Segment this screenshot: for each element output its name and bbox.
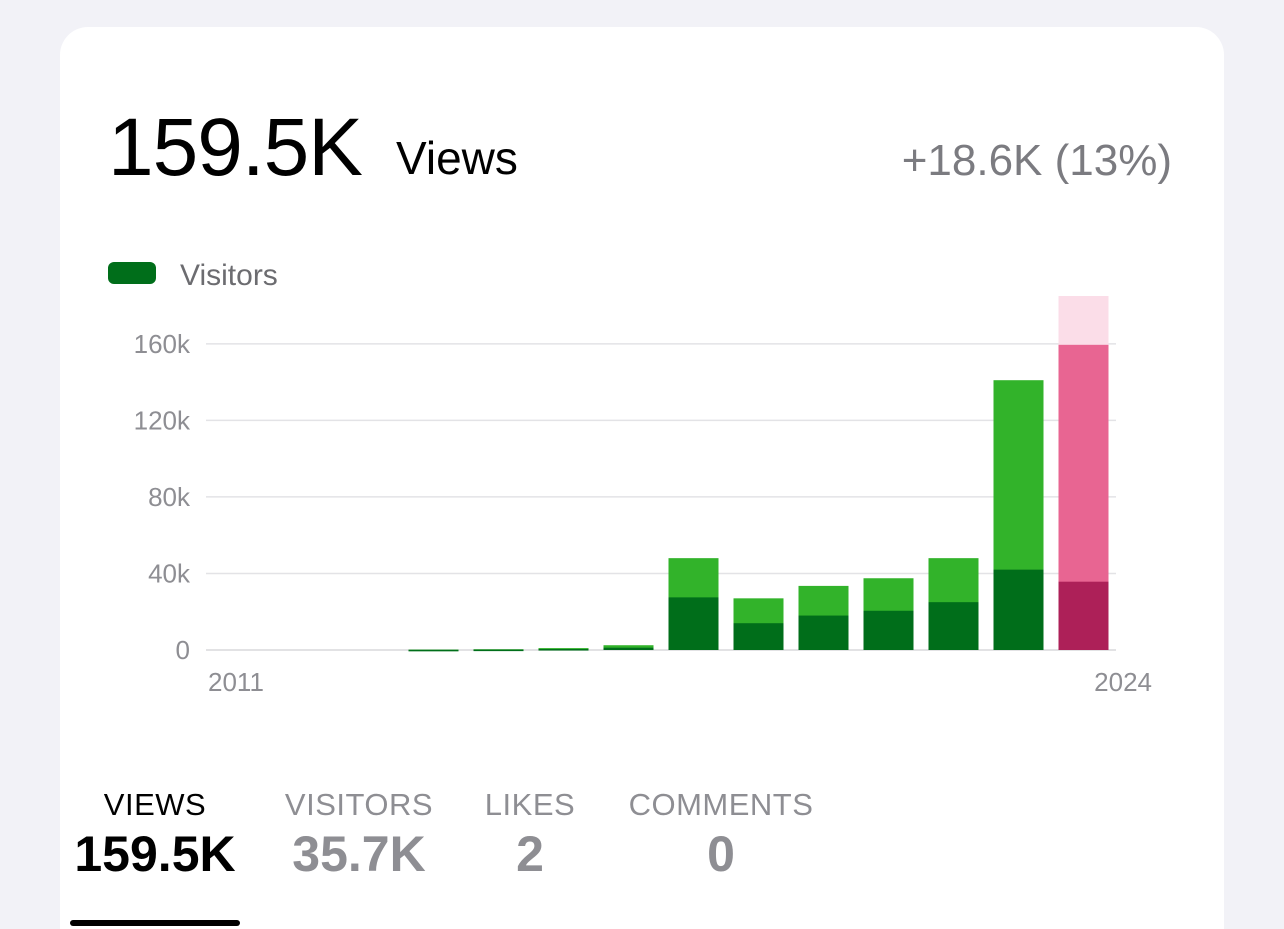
y-tick-label: 40k xyxy=(148,558,191,588)
bar-visitors xyxy=(733,623,784,650)
tab-views[interactable]: VIEWS 159.5K xyxy=(60,787,250,883)
stats-card: 159.5K Views +18.6K (13%) Visitors 0 40k 8… xyxy=(60,27,1224,929)
y-tick-label: 120k xyxy=(134,405,191,435)
x-tick-label: 2011 xyxy=(208,667,264,697)
bar-visitors xyxy=(603,647,654,650)
total-views-unit: Views xyxy=(396,132,518,184)
bar-visitors xyxy=(863,610,914,650)
tab-likes-value: 2 xyxy=(516,826,544,882)
tab-visitors[interactable]: VISITORS 35.7K xyxy=(274,787,444,883)
bar-visitors xyxy=(993,569,1044,650)
tab-visitors-value: 35.7K xyxy=(292,826,426,882)
active-tab-indicator xyxy=(70,920,240,926)
total-views-value: 159.5K xyxy=(108,102,363,193)
bar-projection xyxy=(1058,296,1109,345)
tab-views-value: 159.5K xyxy=(74,826,236,882)
tab-comments[interactable]: COMMENTS 0 xyxy=(618,787,824,883)
y-tick-label: 80k xyxy=(148,482,191,512)
tab-views-label: VIEWS xyxy=(103,787,207,822)
bar-visitors xyxy=(538,649,589,651)
bar-visitors xyxy=(928,602,979,650)
legend-swatch xyxy=(108,262,156,284)
bar-visitors xyxy=(1058,581,1109,650)
bar-visitors xyxy=(473,649,524,652)
tab-comments-label: COMMENTS xyxy=(628,787,814,822)
legend-label: Visitors xyxy=(180,259,278,292)
x-tick-label: 2024 xyxy=(1094,667,1152,697)
y-tick-label: 0 xyxy=(176,635,190,665)
y-tick-label: 160k xyxy=(134,329,191,359)
bar-visitors xyxy=(668,597,719,650)
tab-likes[interactable]: LIKES 2 xyxy=(474,787,586,883)
bar-visitors xyxy=(408,649,459,652)
tab-comments-value: 0 xyxy=(707,826,735,882)
views-bar-chart[interactable]: 0 40k 80k 120k 160k 2011 2024 xyxy=(60,27,1224,727)
bar-views xyxy=(603,645,654,650)
tab-likes-label: LIKES xyxy=(484,787,576,822)
views-change: +18.6K (13%) xyxy=(901,136,1172,185)
bar-visitors xyxy=(798,615,849,650)
stat-tabs: VIEWS 159.5K VISITORS 35.7K LIKES 2 COMM… xyxy=(60,787,1224,929)
tab-visitors-label: VISITORS xyxy=(284,787,434,822)
